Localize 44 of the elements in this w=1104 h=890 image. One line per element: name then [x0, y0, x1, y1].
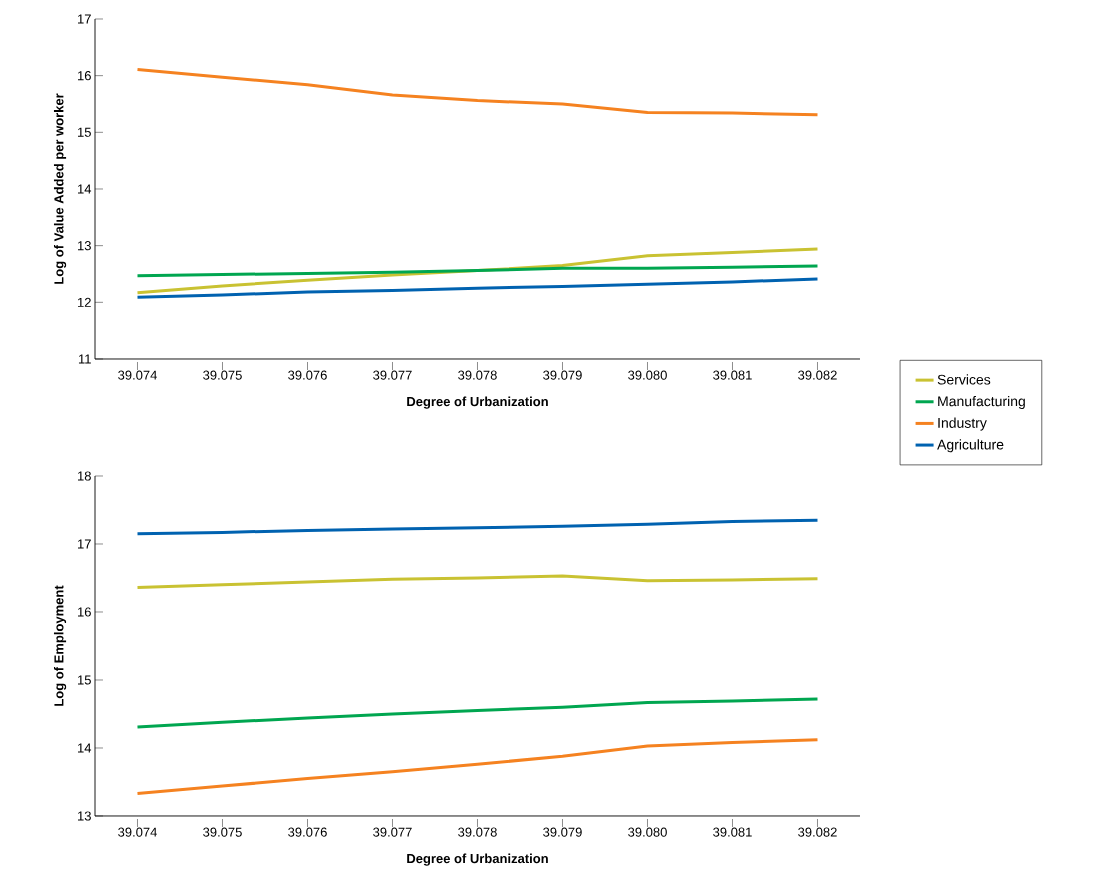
y-tick-label: 12	[78, 297, 91, 307]
x-tick-label: 39.078	[458, 827, 497, 837]
y-tick-label: 15	[78, 127, 91, 137]
x-tick-label: 39.074	[118, 370, 157, 380]
line-series	[135, 518, 819, 536]
x-axis-title: Degree of Urbanization	[407, 396, 548, 409]
y-tick-label: 17	[78, 14, 91, 24]
x-tick-label: 39.077	[373, 370, 412, 380]
y-axis-title: Log of Value Added per worker	[53, 93, 67, 284]
x-axis-title: Degree of Urbanization	[407, 853, 548, 866]
x-tick-label: 39.082	[798, 370, 837, 380]
y-tick-label: 15	[78, 675, 91, 685]
y-tick-label: 13	[78, 811, 91, 821]
y-tick-label: 16	[78, 607, 91, 617]
x-tick-label: 39.082	[798, 827, 837, 837]
line-series	[135, 67, 819, 117]
y-tick-label: 13	[78, 241, 91, 251]
y-tick-label: 16	[78, 71, 91, 81]
x-tick-label: 39.075	[203, 827, 242, 837]
legend-label: Agriculture	[937, 439, 1004, 453]
line-series	[135, 574, 819, 590]
x-tick-label: 39.081	[713, 370, 752, 380]
x-tick-label: 39.076	[288, 827, 327, 837]
legend-label: Services	[937, 374, 991, 385]
x-tick-label: 39.081	[713, 827, 752, 837]
x-tick-label: 39.076	[288, 370, 327, 380]
legend-label: Manufacturing	[938, 395, 1025, 409]
y-tick-label: 17	[78, 539, 91, 549]
y-tick-label: 18	[78, 471, 91, 481]
y-tick-label: 11	[78, 354, 91, 364]
x-tick-label: 39.074	[118, 827, 157, 837]
legend-label: Industry	[938, 417, 987, 431]
x-tick-label: 39.080	[628, 370, 667, 380]
y-axis-title: Log of Employment	[53, 585, 67, 706]
x-tick-label: 39.077	[373, 827, 412, 837]
x-tick-label: 39.075	[203, 370, 242, 380]
line-series	[135, 738, 819, 796]
y-tick-label: 14	[78, 743, 92, 753]
x-tick-label: 39.080	[628, 827, 667, 837]
line-series	[135, 697, 819, 729]
x-tick-label: 39.079	[543, 827, 582, 837]
y-tick-label: 14	[78, 184, 92, 194]
x-tick-label: 39.078	[458, 370, 497, 380]
x-tick-label: 39.079	[543, 370, 582, 380]
